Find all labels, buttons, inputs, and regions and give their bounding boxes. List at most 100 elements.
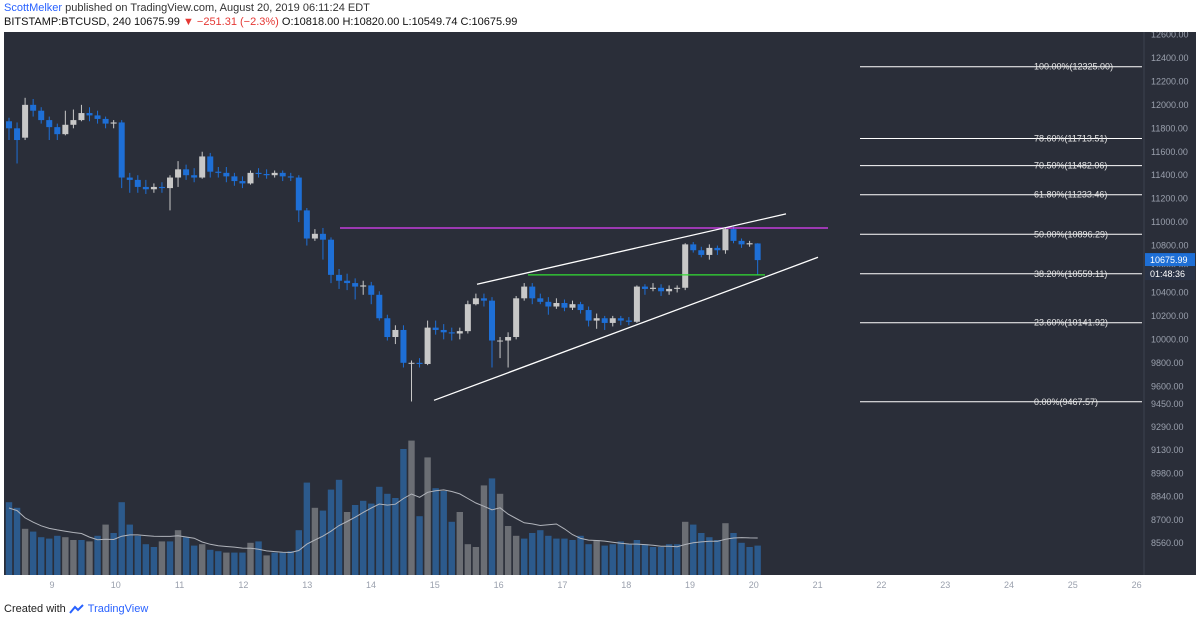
price-tick-label: 8700.00 <box>1151 515 1184 525</box>
price-tick-label: 9130.00 <box>1151 445 1184 455</box>
candle-body <box>191 175 198 178</box>
chart-background <box>4 32 1196 575</box>
candle <box>666 285 673 295</box>
candle-body <box>666 288 673 292</box>
volume-bar <box>464 544 472 575</box>
candle-body <box>593 318 600 321</box>
candle-body <box>497 340 504 342</box>
volume-bar <box>529 533 536 575</box>
volume-bar <box>376 486 383 575</box>
candle-body <box>448 332 455 334</box>
volume-bar <box>730 533 737 575</box>
volume-bar <box>134 535 141 575</box>
volume-bar <box>182 537 190 575</box>
candle <box>94 110 101 124</box>
candle-body <box>207 156 214 172</box>
volume-bar <box>601 545 608 575</box>
candle <box>497 337 504 359</box>
candle-body <box>255 172 262 175</box>
candle-body <box>376 294 383 319</box>
candle-body <box>263 174 270 176</box>
candle-body <box>110 122 117 124</box>
candle <box>126 172 133 193</box>
fib-level-label: 78.60%(11713.51) <box>1034 133 1107 143</box>
candle <box>440 324 447 340</box>
candle <box>102 116 109 129</box>
symbol-info: BITSTAMP:BTCUSD, 240 10675.99 ▼ −251.31 … <box>4 16 517 28</box>
drawing-layer: 100.00%(12325.00) 78.60%(11713.51) 70.50%(… <box>340 62 1142 407</box>
candle <box>489 297 495 368</box>
time-axis[interactable]: 9 10 11 12 13 14 15 16 17 18 19 20 21 22 23 24 25 26 <box>49 580 1141 590</box>
volume-bar <box>472 547 480 575</box>
candle-body <box>30 104 37 111</box>
candle-body <box>641 286 648 289</box>
candle-body <box>464 304 471 332</box>
candle-body <box>480 298 487 301</box>
volume-bar <box>142 544 150 575</box>
volume-bar <box>553 538 560 575</box>
volume-bar <box>255 541 262 575</box>
candle <box>521 283 528 301</box>
candle <box>738 238 745 248</box>
time-tick-label: 14 <box>366 580 376 590</box>
tradingview-logo-icon[interactable] <box>68 604 85 614</box>
candle-body <box>183 169 190 176</box>
volume-bar <box>408 440 415 575</box>
candle-layer <box>6 97 761 402</box>
price-chart[interactable]: 100.00%(12325.00) 78.60%(11713.51) 70.50%(… <box>0 32 1200 600</box>
volume-bar <box>343 512 351 575</box>
candle <box>78 104 85 122</box>
volume-bar <box>665 544 673 575</box>
fib-level-label: 38.20%(10559.11) <box>1034 269 1107 279</box>
volume-bar <box>561 538 568 575</box>
volume-bar <box>303 482 311 575</box>
candle <box>207 152 214 178</box>
publish-text: published on TradingView.com, August 20,… <box>65 2 370 14</box>
candle-body <box>70 120 77 125</box>
candle <box>303 208 310 246</box>
volume-bar <box>279 552 286 575</box>
volume-bar <box>706 537 713 575</box>
candle <box>432 320 439 335</box>
candle <box>561 299 568 312</box>
candle <box>62 110 69 136</box>
candle-body <box>601 318 608 323</box>
candle-body <box>625 320 632 322</box>
candle <box>384 314 391 341</box>
candle-body <box>529 286 536 299</box>
candle-body <box>738 240 745 245</box>
volume-bar <box>86 541 93 575</box>
volume-bar <box>263 555 270 575</box>
price-axis[interactable]: 12600.00 12400.00 12200.00 12000.00 11800.00… <box>1145 32 1195 548</box>
time-tick-label: 24 <box>1004 580 1014 590</box>
candle-body <box>609 318 616 323</box>
wedge-upper-line <box>476 213 787 285</box>
volume-bar <box>215 551 222 575</box>
countdown-tag <box>1145 267 1195 281</box>
volume-layer <box>5 440 761 575</box>
candle-body <box>54 127 61 135</box>
candle-body <box>279 172 286 177</box>
candle-body <box>730 229 737 241</box>
candle <box>199 151 206 179</box>
volume-bar <box>207 549 214 575</box>
candle-body <box>521 286 528 299</box>
candle <box>658 284 665 296</box>
candle <box>424 320 431 366</box>
candle <box>150 183 157 193</box>
candle <box>650 283 656 292</box>
candle-body <box>6 121 12 129</box>
volume-bar <box>496 493 504 575</box>
candle <box>609 315 616 327</box>
volume-bar <box>335 479 343 575</box>
price-tick-label: 12600.00 <box>1151 32 1189 40</box>
volume-bar <box>150 547 158 575</box>
candle <box>690 242 697 253</box>
author-link[interactable]: ScottMelker <box>4 2 63 14</box>
candle-body <box>199 156 206 178</box>
volume-bar <box>504 526 512 575</box>
candle-body <box>239 181 246 184</box>
candle <box>553 298 560 309</box>
candle <box>601 315 608 330</box>
tradingview-brand[interactable]: TradingView <box>87 603 149 615</box>
